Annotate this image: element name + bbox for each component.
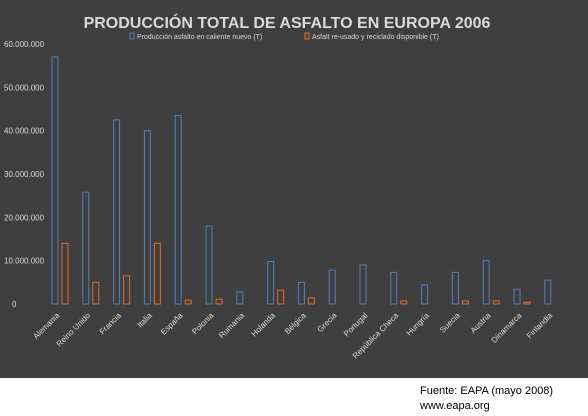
bar-new-asphalt <box>544 279 552 305</box>
bar-recycled-asphalt <box>307 297 315 305</box>
bar-recycled-asphalt <box>400 300 408 305</box>
bar-new-asphalt <box>390 271 398 305</box>
bar-new-asphalt <box>51 56 59 305</box>
bar-recycled-asphalt <box>123 275 131 305</box>
source-url: www.eapa.org <box>420 400 490 412</box>
bar-new-asphalt <box>482 260 490 305</box>
bar-new-asphalt <box>359 264 367 305</box>
source-citation: Fuente: EAPA (mayo 2008) <box>420 385 554 397</box>
y-tick-label: 10.000.000 <box>4 257 45 266</box>
y-tick-label: 50.000.000 <box>4 83 45 92</box>
bar-new-asphalt <box>205 225 213 305</box>
legend-label: Asfalt re-usado y reciclado disponible (… <box>312 34 439 41</box>
bar-new-asphalt <box>174 115 182 305</box>
y-axis: 0 10.000.000 20.000.000 30.000.000 40.000.00… <box>4 40 45 309</box>
legend: Producción asfalto en caliente nuevo (T)… <box>129 32 439 41</box>
bar-recycled-asphalt <box>153 242 161 305</box>
bar-recycled-asphalt <box>92 281 100 305</box>
legend-label: Producción asfalto en caliente nuevo (T) <box>137 34 262 41</box>
bar-recycled-asphalt <box>277 289 285 305</box>
bar-recycled-asphalt <box>184 299 192 305</box>
bar-new-asphalt <box>113 119 121 305</box>
bar-recycled-asphalt <box>215 298 223 305</box>
bar-new-asphalt <box>328 269 336 305</box>
bar-new-asphalt <box>143 130 151 305</box>
legend-swatch <box>129 32 135 40</box>
y-tick-label: 20.000.000 <box>4 213 45 222</box>
bar-new-asphalt <box>451 271 459 305</box>
chart-title: PRODUCCIÓN TOTAL DE ASFALTO EN EUROPA 20… <box>84 13 491 32</box>
bar-recycled-asphalt <box>61 242 69 305</box>
bar-new-asphalt <box>82 191 90 305</box>
bar-recycled-asphalt <box>523 301 531 305</box>
bar-new-asphalt <box>297 281 305 305</box>
bar-new-asphalt <box>236 291 244 305</box>
bar-new-asphalt <box>513 288 521 305</box>
y-tick-label: 60.000.000 <box>4 40 45 49</box>
chart-background <box>0 0 588 378</box>
legend-swatch <box>304 32 310 40</box>
bars-group <box>51 56 552 305</box>
bar-new-asphalt <box>267 261 275 305</box>
y-tick-label: 30.000.000 <box>4 170 45 179</box>
bar-recycled-asphalt <box>492 300 500 305</box>
bar-new-asphalt <box>421 284 429 305</box>
bar-recycled-asphalt <box>461 300 469 305</box>
y-tick-label: 40.000.000 <box>4 127 45 136</box>
y-tick-label: 0 <box>12 300 17 309</box>
